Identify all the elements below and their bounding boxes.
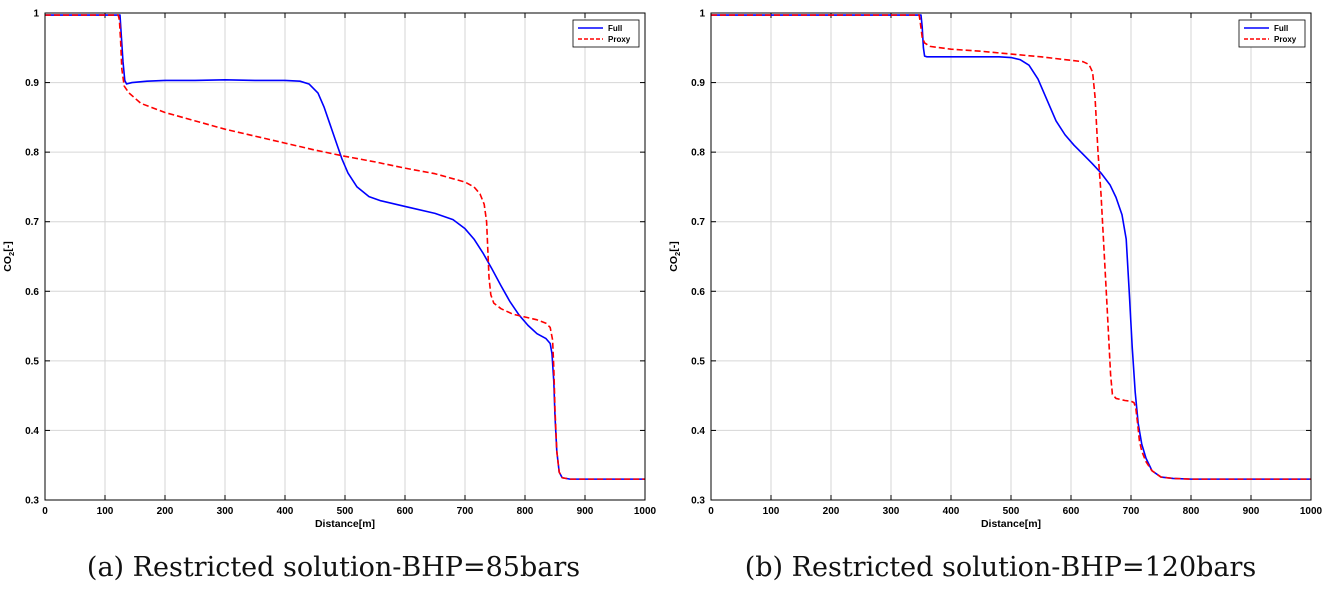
chart-a-x-axis-label: Distance[m] — [315, 518, 375, 530]
chart-b-y-tick-label: 0.7 — [691, 217, 705, 228]
chart-b-x-tick-label: 500 — [1003, 506, 1020, 517]
chart-a-x-tick-label: 300 — [217, 506, 234, 517]
chart-a-y-tick-label: 0.8 — [25, 148, 39, 159]
chart-a-x-tick-label: 800 — [517, 506, 534, 517]
chart-b-x-tick-label: 700 — [1123, 506, 1140, 517]
chart-panel-a: 0 100 200 300 400 500 600 700 800 900 1000 0.3 0.4 0.… — [2, 9, 657, 584]
chart-a-y-axis-label: CO2[-] — [2, 241, 16, 271]
chart-b-x-tick-label: 400 — [943, 506, 960, 517]
chart-b-y-tick-label: 0.4 — [691, 426, 705, 437]
chart-a-y-axis-label-sub: 2 — [7, 252, 16, 256]
chart-b-x-tick-label: 600 — [1063, 506, 1080, 517]
chart-b-y-tick-label: 0.8 — [691, 148, 705, 159]
chart-a-series-proxy-line — [45, 14, 645, 480]
chart-a-x-tick-label: 400 — [277, 506, 294, 517]
chart-b-y-tick-label: 0.9 — [691, 78, 705, 89]
chart-a-legend-label-proxy: Proxy — [608, 35, 631, 44]
chart-b-y-tick-label: 0.5 — [691, 356, 705, 367]
chart-a-legend — [572, 19, 640, 48]
chart-a-x-tick-label: 700 — [457, 506, 474, 517]
chart-a-axes-box — [44, 12, 646, 501]
chart-b-x-tick-label: 800 — [1183, 506, 1200, 517]
chart-b-x-tick-label: 300 — [883, 506, 900, 517]
chart-a-y-tick-label: 0.6 — [25, 287, 39, 298]
chart-b-x-tick-label: 1000 — [1300, 506, 1323, 517]
chart-b-y-axis-label-sub: 2 — [673, 252, 682, 256]
chart-panel-b: 0 100 200 300 400 500 600 700 800 900 1000 0.3 0.4 0.… — [667, 0, 1334, 590]
chart-b-axes-box — [710, 12, 1312, 501]
chart-a-x-tick-label: 600 — [397, 506, 414, 517]
chart-b-legend-label-proxy: Proxy — [1274, 35, 1297, 44]
chart-b-y-tick-label: 0.3 — [691, 496, 705, 507]
chart-caption-a: (a) Restricted solution-BHP=85bars — [86, 552, 581, 583]
chart-a-series-full-line — [45, 14, 645, 480]
chart-b-x-tick-label: 900 — [1243, 506, 1260, 517]
line-chart-a: 0 100 200 300 400 500 600 700 800 900 1000 0.3 0.4 0.… — [2, 9, 657, 531]
chart-b-y-axis-label-suffix: [-] — [668, 241, 680, 252]
line-chart-b: 0 100 200 300 400 500 600 700 800 900 1000 0.3 0.4 0.… — [668, 9, 1323, 531]
chart-caption-b: (b) Restricted solution-BHP=120bars — [744, 552, 1257, 583]
chart-a-x-tick-label: 1000 — [634, 506, 657, 517]
chart-a-x-tick-label: 100 — [97, 506, 114, 517]
chart-b-x-tick-label: 0 — [708, 506, 714, 517]
chart-a-y-tick-label: 0.4 — [25, 426, 39, 437]
chart-b-y-axis-label: CO2[-] — [668, 241, 682, 271]
chart-b-y-tick-label: 1 — [699, 9, 705, 20]
chart-a-y-axis-label-suffix: [-] — [2, 241, 14, 252]
chart-b-y-tick-label: 0.6 — [691, 287, 705, 298]
chart-a-legend-label-full: Full — [608, 24, 622, 33]
chart-a-y-tick-label: 0.5 — [25, 356, 39, 367]
chart-a-x-tick-label: 500 — [337, 506, 354, 517]
chart-b-x-axis-label: Distance[m] — [981, 518, 1041, 530]
chart-a-y-tick-label: 0.9 — [25, 78, 39, 89]
chart-a-x-tick-label: 0 — [42, 506, 48, 517]
chart-b-series-full-line — [711, 14, 1311, 480]
chart-b-series-proxy-line — [711, 14, 1311, 480]
chart-b-y-axis-label-main: CO — [668, 256, 680, 272]
chart-a-x-tick-label: 900 — [577, 506, 594, 517]
chart-a-x-tick-label: 200 — [157, 506, 174, 517]
chart-a-y-tick-label: 0.3 — [25, 496, 39, 507]
chart-a-y-tick-label: 1 — [33, 9, 39, 20]
chart-b-x-tick-label: 200 — [823, 506, 840, 517]
chart-a-y-axis-label-main: CO — [2, 256, 14, 272]
chart-b-legend — [1238, 19, 1306, 48]
chart-b-legend-label-full: Full — [1274, 24, 1288, 33]
chart-b-x-tick-label: 100 — [763, 506, 780, 517]
chart-a-y-tick-label: 0.7 — [25, 217, 39, 228]
